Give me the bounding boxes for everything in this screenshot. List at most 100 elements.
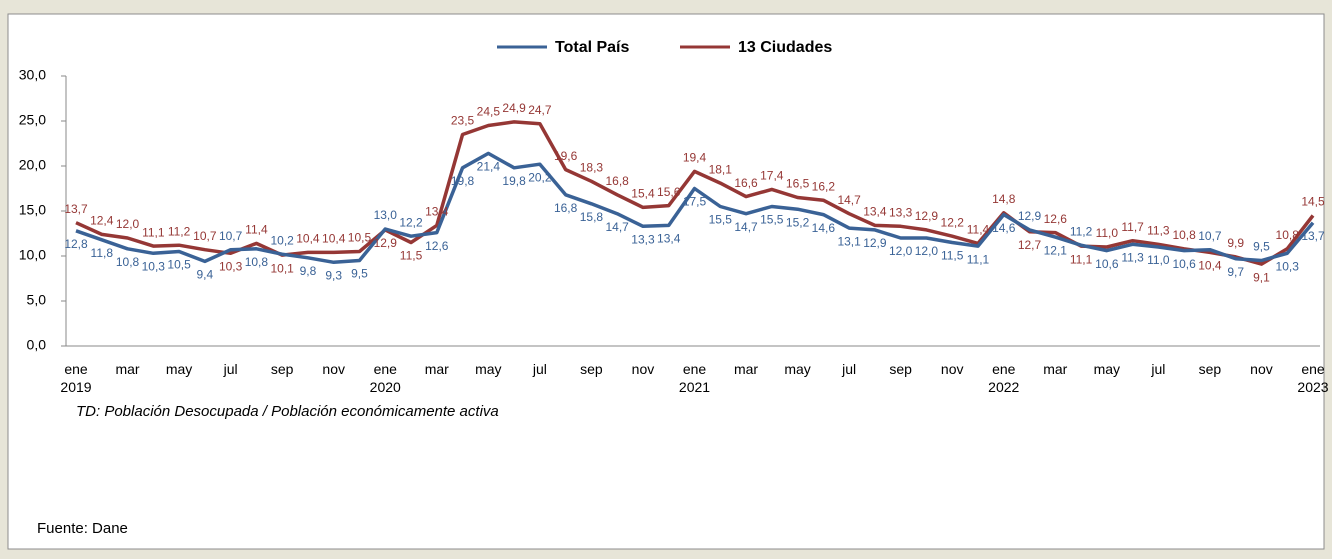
- y-tick-label: 30,0: [19, 67, 46, 83]
- value-label: 11,0: [1096, 226, 1119, 240]
- value-label: 10,4: [296, 232, 320, 246]
- x-tick-label: sep: [270, 361, 294, 377]
- value-label: 10,5: [167, 258, 191, 272]
- value-label: 24,5: [477, 105, 501, 119]
- y-tick-label: 5,0: [27, 292, 47, 308]
- value-label: 13,7: [64, 202, 88, 216]
- value-label: 14,6: [992, 221, 1016, 235]
- x-tick-label: mar: [1043, 361, 1068, 377]
- value-label: 15,6: [657, 185, 681, 199]
- x-tick-label: nov: [940, 361, 964, 377]
- value-label: 15,8: [580, 210, 604, 224]
- value-label: 16,8: [606, 174, 630, 188]
- value-label: 10,6: [1095, 257, 1119, 271]
- value-label: 14,7: [837, 193, 861, 207]
- value-label: 17,5: [683, 195, 707, 209]
- x-tick-label: sep: [889, 361, 912, 377]
- x-tick-label: ene 2021: [678, 361, 711, 395]
- value-label: 14,7: [734, 220, 758, 234]
- value-label: 12,6: [1044, 212, 1068, 226]
- series-line: [75, 151, 1315, 265]
- x-tick-label: ene 2019: [60, 361, 92, 395]
- value-label: 19,8: [502, 174, 526, 188]
- value-label: 13,3: [631, 232, 655, 246]
- panel: [7, 13, 1325, 550]
- value-label: 11,4: [967, 223, 990, 237]
- value-label: 12,4: [90, 214, 114, 228]
- value-label: 11,8: [91, 246, 114, 260]
- value-label: 11,3: [1121, 250, 1144, 264]
- value-label: 10,3: [1276, 259, 1300, 273]
- value-label: 11,1: [142, 225, 165, 239]
- legend-label: 13 Ciudades: [738, 39, 832, 56]
- value-label: 10,3: [142, 259, 166, 273]
- value-label: 12,9: [863, 236, 887, 250]
- x-tick-label: may: [165, 361, 193, 377]
- value-label: 12,6: [425, 239, 449, 253]
- value-label: 12,8: [64, 237, 88, 251]
- x-tick-label: mar: [424, 361, 449, 377]
- value-label: 11,0: [1147, 253, 1170, 267]
- x-tick-label: nov: [1250, 361, 1273, 377]
- value-label: 11,7: [1121, 220, 1144, 234]
- value-label: 9,8: [300, 264, 317, 278]
- value-label: 16,8: [554, 201, 578, 215]
- value-label: 12,0: [915, 244, 939, 258]
- x-tick-label: jul: [223, 361, 238, 377]
- value-label: 19,8: [451, 174, 475, 188]
- x-tick-label: mar: [115, 361, 140, 377]
- value-label: 12,9: [374, 236, 398, 250]
- value-label: 10,4: [322, 232, 346, 246]
- x-tick-label: ene 2020: [369, 361, 401, 395]
- value-label: 10,2: [270, 233, 294, 247]
- value-label: 11,1: [967, 252, 990, 266]
- value-label: 13,3: [889, 205, 913, 219]
- value-label: 12,2: [941, 215, 965, 229]
- value-label: 9,9: [1227, 236, 1244, 250]
- value-label: 19,4: [683, 151, 707, 165]
- value-label: 10,7: [193, 229, 217, 243]
- value-label: 10,7: [1198, 229, 1222, 243]
- value-label: 18,1: [709, 162, 733, 176]
- value-label: 10,3: [219, 259, 243, 273]
- value-label: 11,5: [941, 249, 964, 263]
- value-label: 15,5: [709, 213, 733, 227]
- value-label: 11,2: [168, 224, 191, 238]
- value-label: 16,6: [734, 176, 758, 190]
- x-tick-label: may: [784, 361, 811, 377]
- value-label: 14,5: [1301, 195, 1325, 209]
- legend-label: Total País: [555, 39, 629, 56]
- value-label: 10,5: [348, 231, 372, 245]
- value-label: 11,1: [1070, 252, 1093, 266]
- value-label: 14,8: [992, 192, 1016, 206]
- value-label: 10,1: [270, 261, 294, 275]
- value-label: 24,7: [528, 103, 552, 117]
- value-label: 12,0: [889, 244, 913, 258]
- value-label: 12,2: [399, 215, 423, 229]
- value-label: 16,2: [812, 179, 836, 193]
- value-label: 12,9: [1018, 209, 1042, 223]
- value-label: 10,8: [1172, 228, 1196, 242]
- source: Fuente: Dane: [37, 520, 128, 537]
- x-tick-label: may: [1093, 361, 1121, 377]
- value-label: 18,3: [580, 160, 604, 174]
- value-label: 13,4: [863, 205, 887, 219]
- value-label: 23,5: [451, 114, 475, 128]
- value-label: 13,4: [425, 205, 449, 219]
- x-tick-label: nov: [322, 361, 345, 377]
- y-tick-label: 25,0: [19, 112, 46, 128]
- x-tick-label: jul: [1151, 361, 1166, 377]
- x-tick-label: ene 2022: [988, 361, 1020, 395]
- value-label: 9,5: [351, 267, 368, 281]
- value-label: 11,4: [245, 223, 268, 237]
- value-label: 13,1: [837, 234, 861, 248]
- value-label: 12,9: [915, 209, 939, 223]
- value-label: 11,2: [1070, 224, 1093, 238]
- value-label: 19,6: [554, 149, 578, 163]
- value-label: 11,3: [1147, 223, 1170, 237]
- value-label: 12,7: [1018, 238, 1042, 252]
- value-label: 15,5: [760, 213, 784, 227]
- value-label: 11,5: [400, 249, 423, 263]
- value-label: 10,7: [219, 229, 243, 243]
